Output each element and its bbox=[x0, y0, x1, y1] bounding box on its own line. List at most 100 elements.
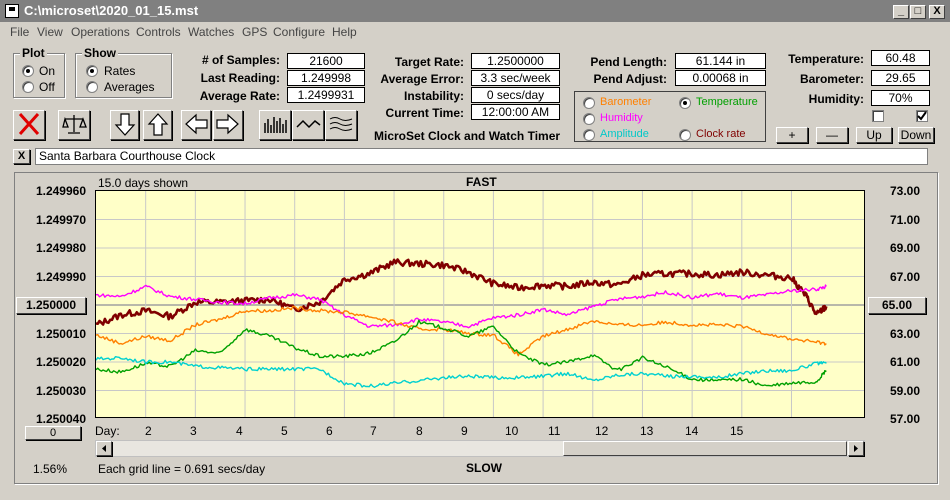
y-right-tick: 73.00 bbox=[889, 184, 920, 198]
x-tick: 8 bbox=[416, 424, 423, 438]
x-tick: 13 bbox=[640, 424, 654, 438]
menu-watches[interactable]: Watches bbox=[188, 25, 235, 39]
plot-on-radio[interactable] bbox=[22, 65, 34, 77]
humidity-label: Humidity: bbox=[808, 92, 864, 106]
target-rate-field[interactable]: 1.2500000 bbox=[471, 53, 560, 69]
y-right-tick: 71.00 bbox=[889, 213, 920, 227]
pend-length-field[interactable]: 61.144 in bbox=[675, 53, 766, 69]
temperature-option: Temperature bbox=[696, 96, 758, 108]
amplitude-radio[interactable] bbox=[583, 129, 595, 141]
scale-icon bbox=[62, 115, 87, 134]
clock-rate-radio[interactable] bbox=[679, 129, 691, 141]
scroll-right-button[interactable] bbox=[213, 110, 243, 140]
scroll-left-arrow[interactable] bbox=[96, 441, 112, 456]
target-rate-label: Target Rate: bbox=[394, 55, 464, 69]
show-group: Show Rates Averages bbox=[75, 46, 172, 98]
window-title: C:\microset\2020_01_15.mst bbox=[24, 3, 199, 18]
barometer-radio[interactable] bbox=[583, 97, 595, 109]
grid-note: Each grid line = 0.691 secs/day bbox=[98, 462, 266, 476]
clock-name-input[interactable]: Santa Barbara Courthouse Clock bbox=[35, 148, 928, 165]
line-view-button[interactable] bbox=[292, 110, 324, 140]
show-rates-radio[interactable] bbox=[86, 65, 98, 77]
series-line-clock-rate bbox=[96, 258, 828, 326]
series-line-humidity bbox=[96, 284, 827, 329]
minus-button[interactable]: — bbox=[816, 127, 848, 143]
current-time-label: Current Time: bbox=[385, 106, 464, 120]
humidity-option: Humidity bbox=[600, 112, 643, 124]
balance-button[interactable] bbox=[58, 110, 90, 140]
sensor-select-box: Barometer Temperature Humidity Amplitude… bbox=[574, 91, 766, 142]
x-tick: 9 bbox=[461, 424, 468, 438]
x-tick: 6 bbox=[326, 424, 333, 438]
multi-line-view-button[interactable] bbox=[325, 110, 357, 140]
last-reading-label: Last Reading: bbox=[200, 71, 280, 85]
humidity-radio[interactable] bbox=[583, 113, 595, 125]
x-tick: 10 bbox=[505, 424, 519, 438]
fast-label: FAST bbox=[466, 175, 497, 189]
pend-adjust-field[interactable]: 0.00068 in bbox=[675, 70, 766, 86]
menu-operations[interactable]: Operations bbox=[71, 25, 130, 39]
temperature-radio[interactable] bbox=[679, 97, 691, 109]
slow-label: SLOW bbox=[466, 461, 502, 475]
bars-view-button[interactable] bbox=[259, 110, 291, 140]
y-left-tick: 1.249960 bbox=[35, 184, 86, 198]
close-button[interactable]: X bbox=[929, 5, 945, 19]
y-right-tick: 69.00 bbox=[889, 241, 920, 255]
menu-view[interactable]: View bbox=[37, 25, 63, 39]
center-rate-button[interactable]: 1.250000 bbox=[16, 297, 86, 314]
plot-off-radio[interactable] bbox=[22, 81, 34, 93]
clear-name-button[interactable]: X bbox=[13, 149, 30, 164]
option-checkbox-1[interactable] bbox=[872, 110, 884, 122]
triangle-left-icon bbox=[102, 445, 106, 452]
title-bar: C:\microset\2020_01_15.mst _ □ X bbox=[0, 0, 950, 22]
zero-button[interactable]: 0 bbox=[25, 426, 81, 440]
plot-on-label: On bbox=[39, 64, 56, 78]
menu-controls[interactable]: Controls bbox=[136, 25, 181, 39]
arrow-left-icon bbox=[185, 113, 208, 135]
x-tick: 5 bbox=[281, 424, 288, 438]
plus-button[interactable]: + bbox=[776, 127, 808, 143]
stop-button[interactable] bbox=[13, 110, 45, 140]
show-averages-radio[interactable] bbox=[86, 81, 98, 93]
plot-off-label: Off bbox=[39, 80, 55, 94]
center-temp-button[interactable]: 65.00 bbox=[868, 297, 926, 314]
temperature-field: 60.48 bbox=[871, 50, 930, 66]
move-down-button[interactable] bbox=[110, 110, 139, 140]
pend-length-label: Pend Length: bbox=[590, 55, 667, 69]
x-tick: 2 bbox=[145, 424, 152, 438]
show-group-label: Show bbox=[82, 46, 118, 60]
menu-file[interactable]: File bbox=[10, 25, 30, 39]
option-checkbox-2[interactable] bbox=[916, 110, 928, 122]
scroll-thumb[interactable] bbox=[563, 441, 847, 456]
app-icon[interactable] bbox=[5, 4, 19, 18]
y-left-tick: 1.249970 bbox=[35, 213, 86, 227]
rate-chart[interactable] bbox=[95, 190, 865, 418]
scroll-right-arrow[interactable] bbox=[848, 441, 864, 456]
down-button[interactable]: Down bbox=[898, 127, 934, 143]
x-tick: 12 bbox=[595, 424, 609, 438]
scroll-left-button[interactable] bbox=[181, 110, 211, 140]
maximize-button[interactable]: □ bbox=[910, 5, 926, 19]
horizontal-scrollbar[interactable] bbox=[95, 440, 865, 457]
up-button[interactable]: Up bbox=[856, 127, 892, 143]
move-up-button[interactable] bbox=[143, 110, 172, 140]
minimize-button[interactable]: _ bbox=[893, 5, 909, 19]
day-label: Day: bbox=[95, 424, 120, 438]
barometer-field: 29.65 bbox=[871, 70, 930, 86]
average-rate-label: Average Rate: bbox=[199, 89, 280, 103]
current-time-field: 12:00:00 AM bbox=[471, 104, 560, 120]
plot-group-label: Plot bbox=[20, 46, 47, 60]
menu-gps[interactable]: GPS bbox=[242, 25, 268, 39]
menu-configure[interactable]: Configure bbox=[273, 25, 326, 39]
y-left-tick: 1.250010 bbox=[35, 327, 86, 341]
x-tick: 11 bbox=[548, 424, 561, 438]
chart-panel bbox=[14, 172, 938, 484]
menu-help[interactable]: Help bbox=[332, 25, 357, 39]
checkmark-icon bbox=[917, 111, 927, 121]
y-right-tick: 63.00 bbox=[889, 327, 920, 341]
y-right-tick: 59.00 bbox=[889, 384, 920, 398]
show-averages-label: Averages bbox=[104, 80, 155, 94]
y-right-tick: 67.00 bbox=[889, 270, 920, 284]
percent-readout: 1.56% bbox=[33, 462, 68, 476]
y-left-tick: 1.250040 bbox=[35, 412, 86, 426]
